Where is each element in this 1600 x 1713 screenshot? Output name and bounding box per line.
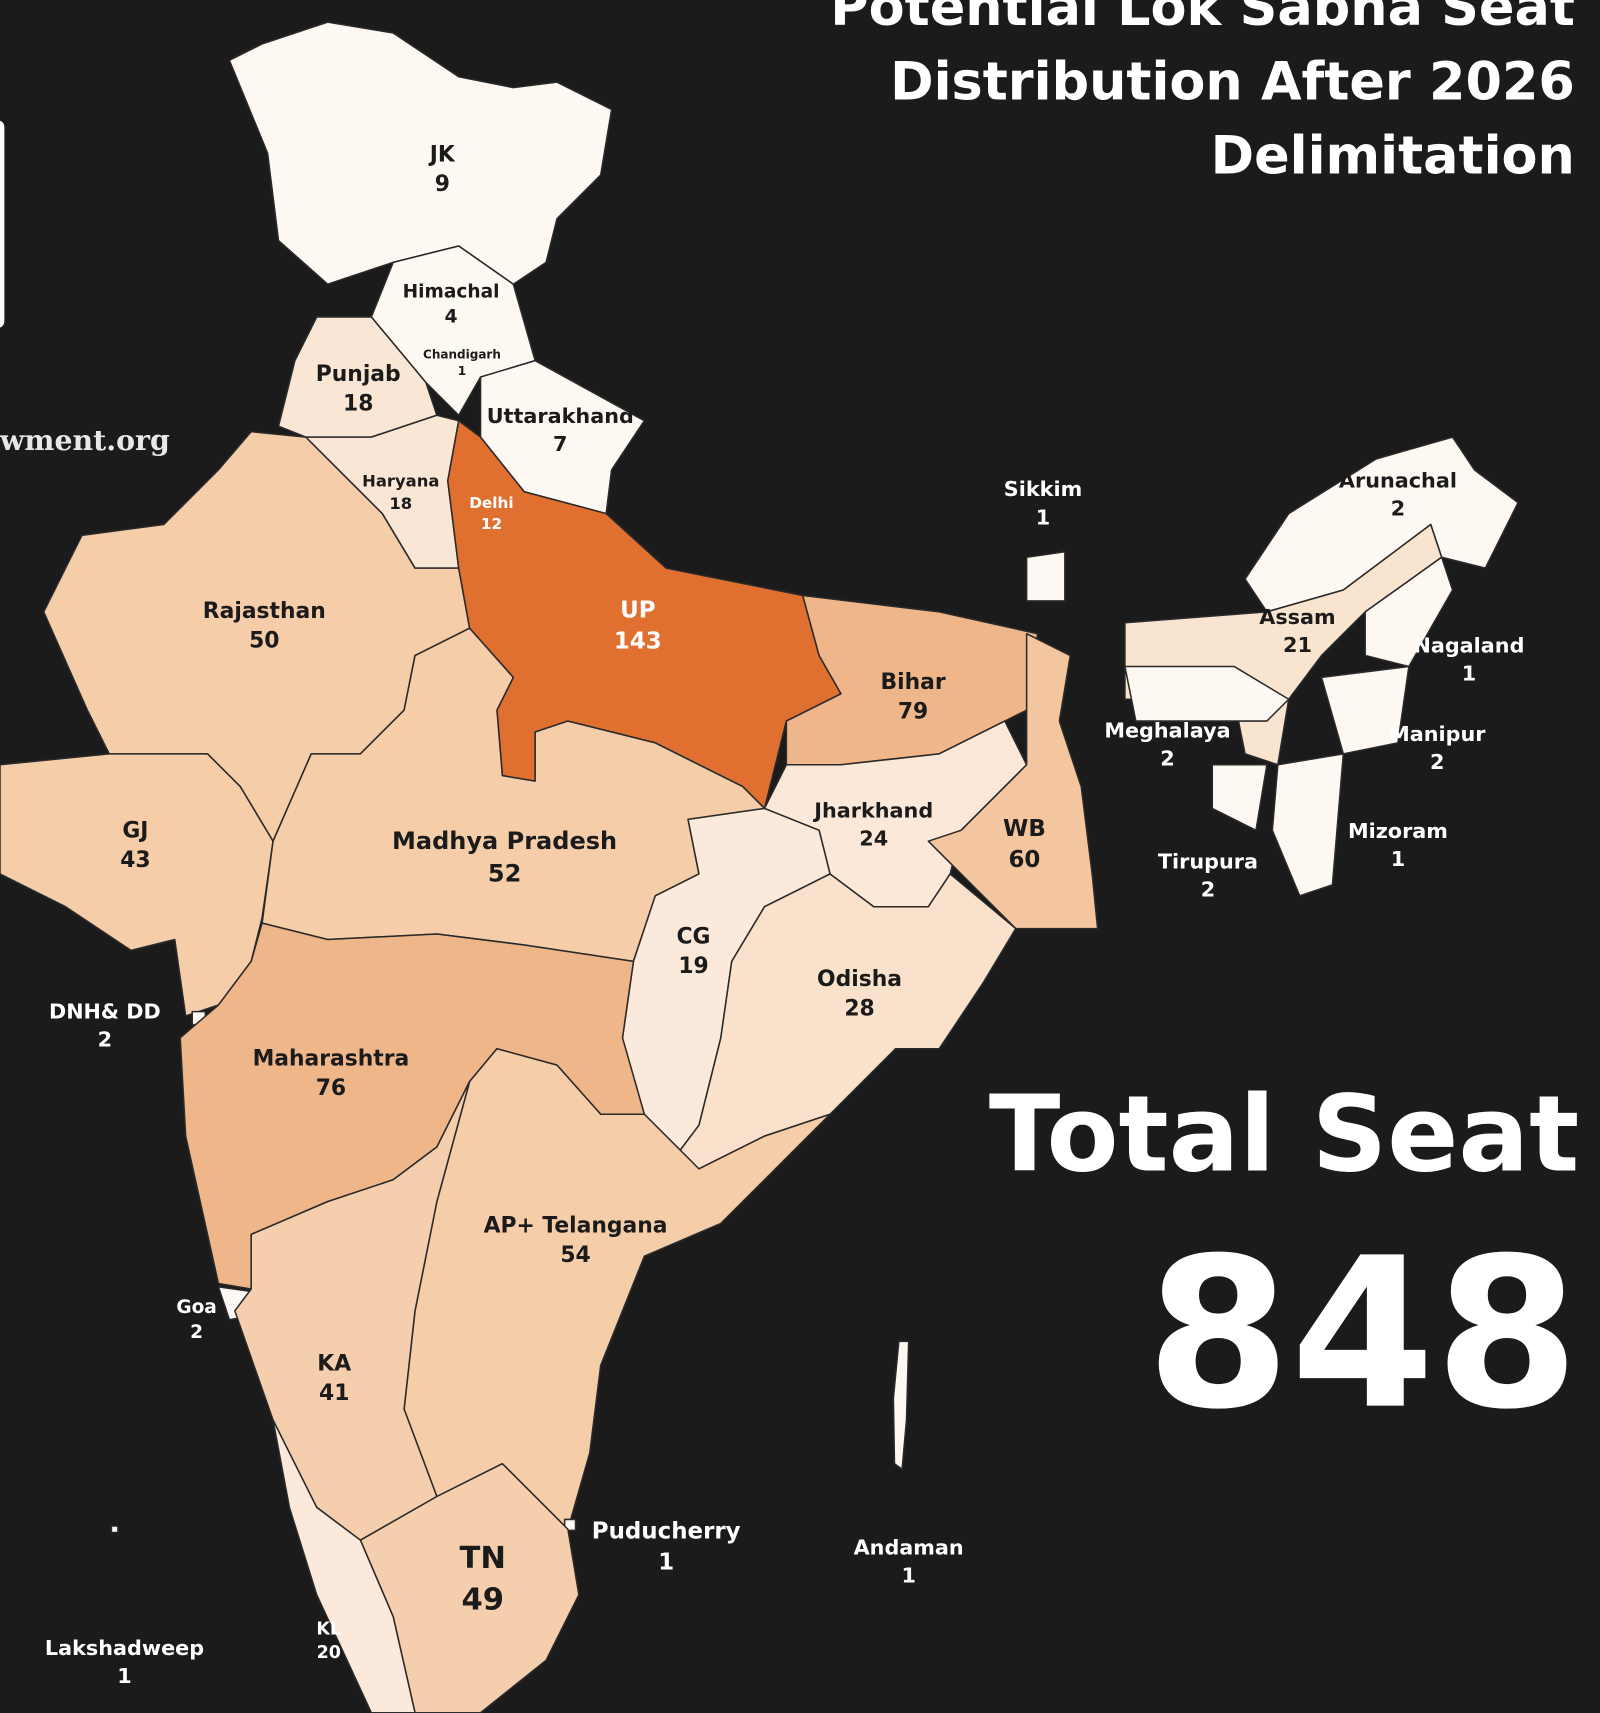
state-name: Odisha xyxy=(817,967,902,992)
state-seats: 49 xyxy=(461,1582,504,1617)
state-seats: 19 xyxy=(678,954,708,979)
state-shape xyxy=(1025,551,1066,602)
state-name: Punjab xyxy=(316,362,401,387)
state-name: AP+ Telangana xyxy=(484,1214,668,1239)
state-seats: 2 xyxy=(1160,747,1174,771)
state-seats: 1 xyxy=(1036,505,1050,529)
state-seats: 28 xyxy=(844,996,874,1021)
state-seats: 50 xyxy=(249,628,279,653)
watermark: wment.org xyxy=(0,423,170,457)
state-seats: 2 xyxy=(98,1027,112,1051)
total-value: 848 xyxy=(1146,1213,1579,1455)
state-name: Rajasthan xyxy=(203,599,326,624)
state-name: Bihar xyxy=(880,670,945,695)
total-label: Total Seat xyxy=(989,1073,1579,1195)
state-seats: 4 xyxy=(445,306,458,327)
state-seats: 1 xyxy=(117,1664,131,1688)
state-name: Goa xyxy=(176,1297,216,1318)
state-seats: 24 xyxy=(859,826,888,850)
state-seats: 52 xyxy=(488,859,521,887)
state-seats: 1 xyxy=(1462,661,1476,685)
state-seats: 21 xyxy=(1283,633,1312,657)
state-shape xyxy=(1124,665,1290,722)
state-name: Maharashtra xyxy=(253,1047,410,1072)
state-name: Lakshadweep xyxy=(45,1636,204,1660)
state-name: Delhi xyxy=(469,494,513,512)
state-name: Puducherry xyxy=(592,1518,741,1544)
state-name: Chandigarh xyxy=(423,348,501,362)
state-seats: 1 xyxy=(901,1564,915,1588)
state-seats: 2 xyxy=(1430,750,1444,774)
state-seats: 18 xyxy=(343,391,373,416)
state-seats: 1 xyxy=(458,364,466,378)
state-name: Jharkhand xyxy=(812,798,933,822)
state-shape xyxy=(1320,665,1410,755)
edge-badge xyxy=(0,120,5,328)
state-seats: 7 xyxy=(553,432,567,456)
state-seats: 20 xyxy=(317,1643,341,1663)
state-name: Uttarakhand xyxy=(487,404,634,428)
state-shape xyxy=(110,1525,119,1534)
state-name: GJ xyxy=(122,818,148,843)
state-name: Sikkim xyxy=(1004,477,1082,501)
state-labels: JK 9 Himachal 4 Chandigarh 1 Punjab 18 Uttarakha… xyxy=(45,142,1525,1688)
state-name: Madhya Pradesh xyxy=(392,827,617,855)
state-seats: 41 xyxy=(319,1381,349,1406)
state-name: UP xyxy=(620,598,655,624)
state-seats: 1 xyxy=(658,1549,674,1575)
state-seats: 9 xyxy=(435,172,450,197)
state-seats: 2 xyxy=(1391,497,1405,521)
title-line: Distribution After 2026 xyxy=(890,51,1575,112)
state-seats: 2 xyxy=(1201,878,1215,902)
state-seats: 79 xyxy=(898,699,928,724)
state-seats: 60 xyxy=(1008,847,1040,873)
state-name: Mizoram xyxy=(1348,819,1448,843)
state-seats: 54 xyxy=(560,1243,590,1268)
state-name: Tirupura xyxy=(1158,850,1258,874)
state-seats: 12 xyxy=(481,515,502,533)
state-shape xyxy=(228,21,613,285)
state-seats: 76 xyxy=(316,1076,346,1101)
title-line: Delimitation xyxy=(1211,126,1575,187)
state-name: Nagaland xyxy=(1413,633,1524,657)
state-name: WB xyxy=(1003,816,1046,842)
state-name: CG xyxy=(677,924,711,949)
state-name: Meghalaya xyxy=(1104,719,1230,743)
state-shape xyxy=(234,1080,471,1541)
state-seats: 18 xyxy=(389,494,412,513)
state-name: KL xyxy=(316,1619,341,1639)
state-name: Himachal xyxy=(403,281,500,302)
state-name: JK xyxy=(428,142,456,167)
state-name: Manipur xyxy=(1389,722,1486,746)
title-line: Potential Lok Sabha Seat xyxy=(830,0,1575,38)
state-name: Andaman xyxy=(854,1536,964,1560)
states xyxy=(0,21,1519,1713)
state-shape xyxy=(1271,753,1345,897)
state-name: Arunachal xyxy=(1339,469,1457,493)
state-seats: 143 xyxy=(614,629,662,655)
state-seats: 1 xyxy=(1391,847,1405,871)
state-name: KA xyxy=(317,1351,351,1376)
state-shape xyxy=(1211,763,1268,832)
state-name: TN xyxy=(460,1541,506,1576)
state-seats: 2 xyxy=(190,1322,203,1343)
state-name: Assam xyxy=(1259,605,1335,629)
state-name: Haryana xyxy=(362,472,439,491)
state-seats: 43 xyxy=(120,848,150,873)
state-shape xyxy=(892,1340,910,1470)
state-shape xyxy=(1364,556,1454,668)
state-name: DNH& DD xyxy=(49,999,161,1023)
